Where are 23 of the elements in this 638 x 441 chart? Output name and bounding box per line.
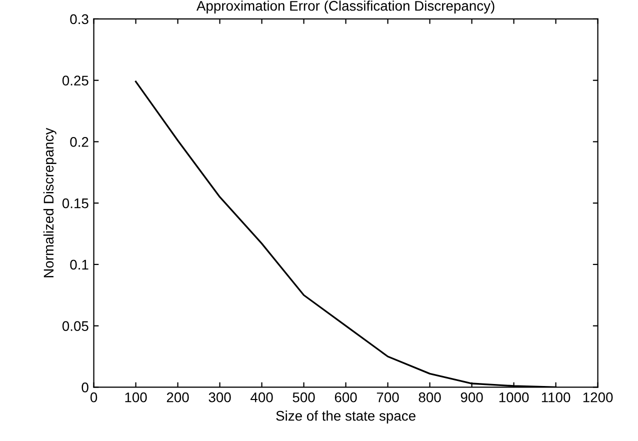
x-tick-label: 1200 [583,392,613,402]
x-axis-title: Size of the state space [276,410,416,424]
y-tick-label: 0.2 [70,137,88,147]
x-tick-label: 100 [125,392,147,402]
x-tick-label: 1000 [499,392,529,402]
x-tick-label: 600 [334,392,357,402]
x-tick-label: 200 [166,392,189,402]
x-tick-label: 800 [418,392,441,402]
y-tick-label: 0.25 [62,76,88,86]
y-tick-label: 0.15 [62,198,88,208]
y-tick-label: 0.3 [70,14,88,24]
x-tick-label: 400 [250,392,273,402]
x-tick-label: 1100 [542,392,570,402]
y-axis-title: Normalized Discrepancy [43,128,56,278]
x-tick-label: 500 [292,392,315,402]
x-tick-label: 0 [90,392,98,402]
y-tick-label: 0.05 [62,321,88,331]
x-tick-label: 700 [376,392,399,402]
chart-title: Approximation Error (Classification Discrepancy) [196,0,494,14]
x-tick-label: 300 [208,392,231,402]
x-tick-label: 900 [460,392,483,402]
y-tick-label: 0 [82,382,88,392]
y-tick-label: 0.1 [70,260,88,270]
